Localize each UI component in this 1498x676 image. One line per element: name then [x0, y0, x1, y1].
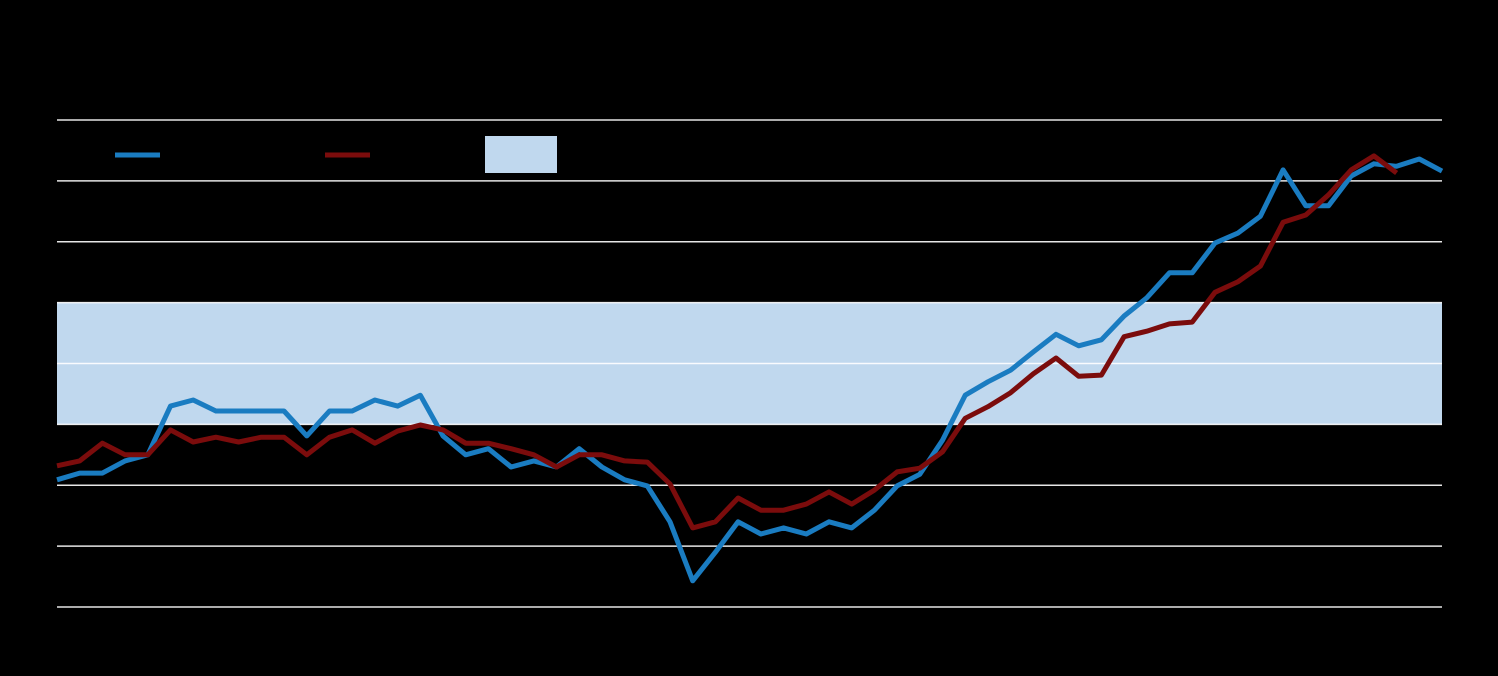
legend-swatch	[485, 136, 557, 173]
series-line	[56, 156, 1444, 584]
series-line	[56, 153, 1399, 531]
